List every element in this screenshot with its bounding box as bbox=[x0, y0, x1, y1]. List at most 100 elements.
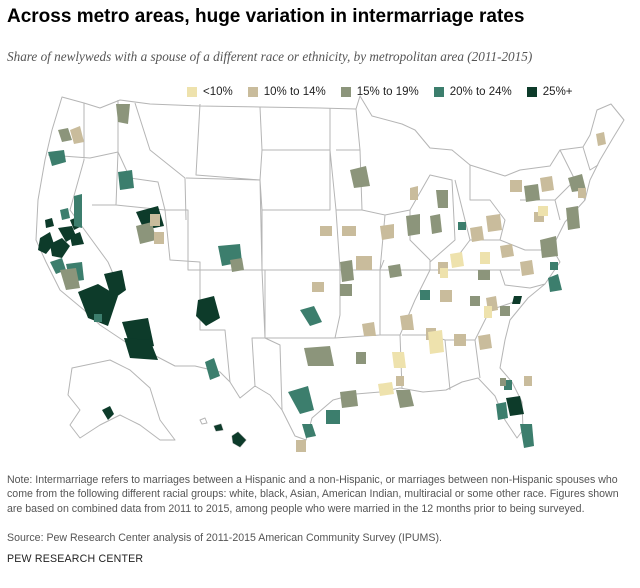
legend-item-25-plus: 25%+ bbox=[526, 86, 573, 98]
legend-item-15-19: 15% to 19% bbox=[340, 86, 419, 98]
legend: <10% 10% to 14% 15% to 19% 20% to 24% 25… bbox=[187, 86, 588, 98]
metro-austin bbox=[296, 392, 306, 402]
metro-seattle bbox=[48, 150, 66, 166]
metro-salt-lake bbox=[136, 222, 156, 244]
metro-ms-1 bbox=[396, 390, 414, 408]
metro-ga-1 bbox=[454, 334, 466, 346]
metro-san-diego bbox=[94, 314, 102, 322]
metro-ms-2 bbox=[396, 376, 404, 386]
metro-eureka bbox=[45, 218, 54, 228]
metro-stockton bbox=[70, 232, 84, 246]
metro-ky-2 bbox=[450, 252, 464, 268]
metro-tampa bbox=[496, 402, 508, 420]
metro-albuquerque bbox=[196, 296, 220, 326]
metro-in bbox=[430, 214, 442, 234]
legend-swatch bbox=[526, 87, 537, 97]
metro-vt bbox=[578, 188, 586, 198]
metro-oh-2 bbox=[486, 214, 502, 232]
chart-note: Note: Intermarriage refers to marriages … bbox=[7, 474, 619, 515]
chart-subtitle: Share of newlyweds with a spouse of a di… bbox=[7, 49, 533, 64]
metro-okc bbox=[300, 306, 322, 326]
metro-ne-1 bbox=[320, 226, 332, 236]
metro-corpus bbox=[302, 424, 316, 438]
metro-houston bbox=[326, 410, 340, 424]
metro-sf-bay bbox=[38, 232, 54, 254]
metro-ohio bbox=[458, 222, 466, 230]
metro-fl bbox=[500, 378, 506, 386]
metro-il bbox=[406, 214, 420, 236]
legend-label: <10% bbox=[203, 86, 233, 98]
legend-swatch bbox=[433, 87, 444, 97]
legend-item-under-10: <10% bbox=[187, 86, 233, 98]
metro-spokane bbox=[118, 170, 134, 190]
metro-norfolk bbox=[550, 262, 558, 270]
metro-wv bbox=[500, 244, 514, 258]
metro-mi bbox=[436, 190, 448, 208]
metro-pa bbox=[524, 184, 540, 202]
metro-tn-3 bbox=[484, 306, 492, 318]
metro-ia bbox=[380, 224, 394, 240]
metro-ga bbox=[470, 296, 480, 306]
metro-salem bbox=[74, 194, 82, 228]
legend-label: 20% to 24% bbox=[449, 86, 512, 98]
metro-tucson bbox=[124, 338, 158, 360]
metros-15-19 bbox=[58, 104, 586, 408]
metro-ok bbox=[312, 282, 324, 292]
metro-ar bbox=[356, 352, 366, 364]
metro-wv-1 bbox=[480, 252, 490, 264]
metro-nj bbox=[566, 206, 580, 230]
metro-honolulu bbox=[214, 424, 223, 431]
metro-or-1 bbox=[60, 208, 70, 220]
metro-nc-1 bbox=[512, 296, 522, 304]
metro-tx-1 bbox=[296, 440, 306, 452]
legend-label: 25%+ bbox=[542, 86, 573, 98]
chart-source: Source: Pew Research Center analysis of … bbox=[7, 532, 442, 544]
legend-item-10-14: 10% to 14% bbox=[247, 86, 326, 98]
metro-fl-1 bbox=[524, 376, 532, 386]
metro-md bbox=[540, 236, 558, 258]
metro-va-1 bbox=[520, 260, 534, 276]
metro-ar-1 bbox=[362, 322, 376, 336]
metro-oh-1 bbox=[470, 226, 484, 242]
metro-ma bbox=[568, 174, 586, 192]
legend-swatch bbox=[187, 87, 197, 97]
metro-dallas bbox=[304, 346, 334, 366]
metro-tn-2 bbox=[440, 290, 452, 302]
metro-co-2 bbox=[230, 258, 244, 272]
metro-sc bbox=[478, 334, 492, 350]
metro-tn bbox=[400, 314, 414, 330]
metro-el-paso bbox=[205, 358, 220, 380]
metro-ks-3 bbox=[342, 226, 356, 236]
metro-las-vegas bbox=[104, 270, 126, 300]
organization-credit: PEW RESEARCH CENTER bbox=[7, 553, 144, 565]
metro-nc bbox=[500, 306, 510, 316]
chart-title: Across metro areas, huge variation in in… bbox=[7, 6, 525, 27]
metro-ny-2 bbox=[510, 180, 522, 192]
state-boundaries bbox=[35, 95, 625, 448]
metro-va bbox=[548, 274, 562, 292]
metro-miami bbox=[520, 424, 534, 448]
legend-label: 15% to 19% bbox=[356, 86, 419, 98]
metro-la-2 bbox=[378, 382, 394, 396]
metro-ks-1 bbox=[340, 260, 354, 282]
legend-swatch bbox=[247, 87, 258, 97]
metro-ms-3 bbox=[392, 352, 406, 368]
metro-ks-2 bbox=[340, 284, 352, 296]
metro-wa-2 bbox=[116, 104, 130, 124]
metros-under-10 bbox=[378, 206, 548, 396]
metro-mn bbox=[350, 166, 370, 188]
legend-swatch bbox=[340, 87, 351, 97]
metro-ny-1 bbox=[540, 176, 554, 192]
metro-ky-3 bbox=[440, 268, 448, 278]
metro-la-1 bbox=[340, 390, 358, 408]
metro-ks bbox=[420, 290, 430, 300]
metro-al-1 bbox=[428, 330, 444, 354]
legend-item-20-24: 20% to 24% bbox=[433, 86, 512, 98]
metro-portland bbox=[60, 268, 80, 290]
metro-mo bbox=[388, 264, 402, 278]
metro-ky bbox=[478, 270, 490, 280]
metro-ut-2 bbox=[150, 214, 160, 226]
metro-bellingham bbox=[58, 128, 72, 142]
metro-wi bbox=[410, 186, 418, 200]
